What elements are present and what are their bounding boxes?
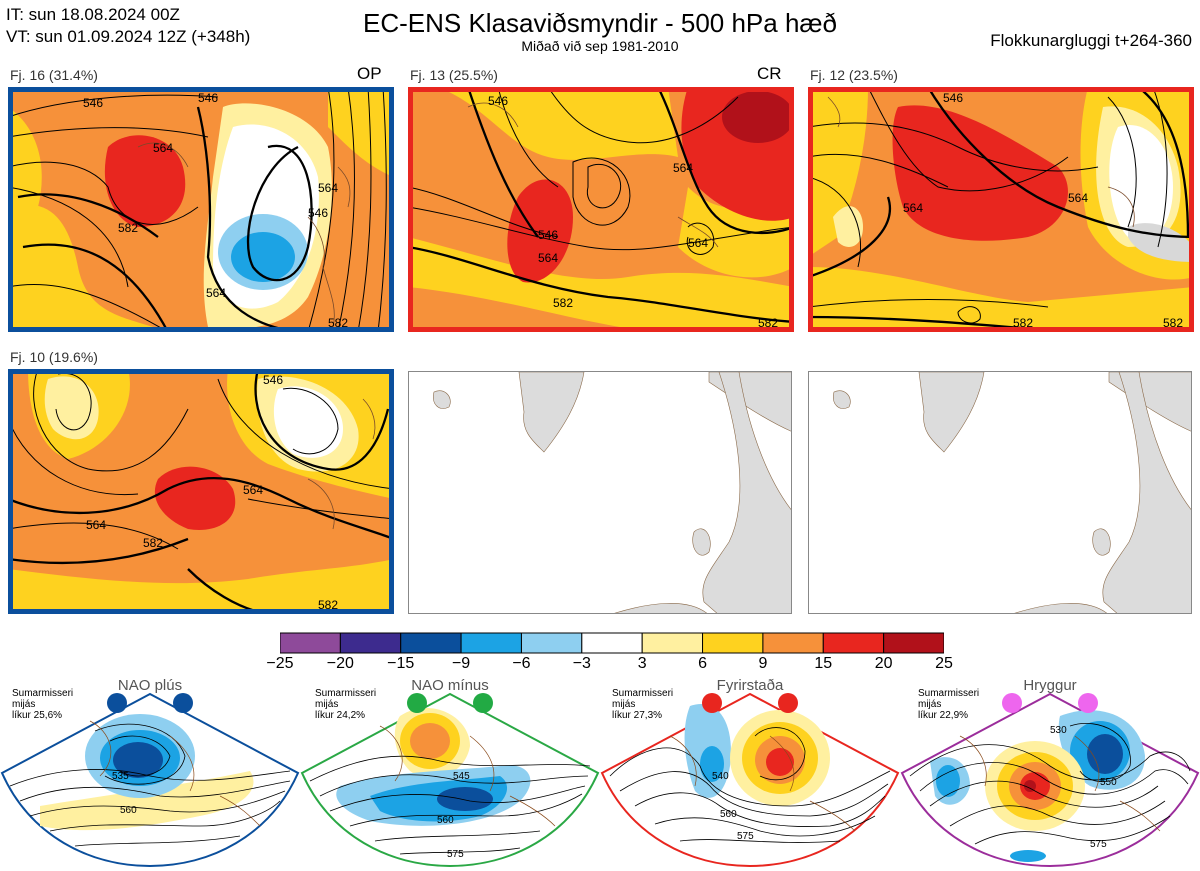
cluster-map-13: 546 564 546 564 564 582 582 [408, 87, 794, 332]
init-time: IT: sun 18.08.2024 00Z [6, 5, 180, 24]
regime-title: Fyrirstaða [716, 677, 784, 694]
contour-label: 575 [447, 849, 464, 860]
regime-ridge: 530 550 575 [900, 692, 1200, 868]
regime-title: NAO mínus [411, 677, 489, 694]
contour-label: 535 [112, 771, 129, 782]
colorbar-swatch [762, 632, 824, 654]
contour-label: 560 [720, 809, 737, 820]
colorbar-tick-label: 6 [698, 655, 707, 672]
colorbar-swatch [460, 632, 522, 654]
regime-note: Sumarmisseri mijás líkur 25,6% [12, 688, 74, 721]
contour-label: 582 [1013, 316, 1033, 330]
regime-dot [173, 693, 193, 713]
contour-label: 575 [1090, 839, 1107, 850]
colorbar-tick-label: 25 [935, 655, 953, 672]
panel-label: Fj. 13 (25.5%) [410, 67, 498, 83]
regime-dot [1078, 693, 1098, 713]
contour-label: 546 [198, 91, 218, 105]
contour-label: 546 [83, 96, 103, 110]
regime-note: Sumarmisseri mijás líkur 22,9% [918, 688, 980, 721]
colorbar-swatch [641, 632, 704, 654]
contour-label: 582 [328, 316, 348, 330]
contour-label: 545 [453, 771, 470, 782]
colorbar-tick-label: 9 [758, 655, 768, 672]
colorbar-swatch [339, 632, 402, 654]
regime-nao-minus: 545 560 575 [300, 692, 600, 868]
cluster-map-12: 546 564 564 582 582 [808, 87, 1194, 332]
contour-label: 546 [308, 206, 328, 220]
contour-label: 582 [758, 316, 778, 330]
contour-label: 564 [903, 201, 923, 215]
empty-map-panel [808, 371, 1192, 614]
regime-nao-plus: 535 560 [0, 692, 300, 868]
contour-label: 564 [206, 286, 226, 300]
contour-label: 564 [318, 181, 338, 195]
panel-label: Fj. 12 (23.5%) [810, 67, 898, 83]
contour-label: 582 [143, 536, 163, 550]
contour-label: 564 [538, 251, 558, 265]
contour-label: 582 [318, 598, 338, 612]
colorbar-swatch [822, 632, 885, 654]
contour-label: 582 [553, 296, 573, 310]
colorbar-tick-label: −20 [326, 655, 354, 672]
colorbar-tick-label: 15 [814, 655, 833, 672]
cluster-map-10: 546 564 564 582 582 [8, 369, 394, 614]
colorbar-swatch [883, 632, 944, 654]
colorbar [280, 632, 944, 654]
contour-label: 564 [243, 483, 263, 497]
panel-label: Fj. 10 (19.6%) [10, 349, 98, 365]
run-info: IT: sun 18.08.2024 00Z VT: sun 01.09.202… [6, 4, 250, 48]
regime-title: Hryggur [1023, 677, 1077, 694]
cluster-window: Flokkunargluggi t+264-360 [990, 31, 1192, 50]
contour-label: 546 [538, 228, 558, 242]
empty-map-panel [408, 371, 792, 614]
panel-tag: OP [357, 64, 382, 83]
cluster-map-16: 546 564 582 546 564 564 546 582 [8, 87, 394, 332]
regime-blocking: 540 560 575 [600, 692, 900, 868]
contour-label: 550 [1100, 777, 1117, 788]
colorbar-tick-label: −3 [572, 655, 591, 672]
contour-label: 560 [120, 805, 137, 816]
colorbar-swatch [520, 632, 583, 654]
regime-note: Sumarmisseri mijás líkur 24,2% [315, 688, 377, 721]
contour-label: 582 [118, 221, 138, 235]
regime-title: NAO plús [117, 677, 183, 694]
regime-note: Sumarmisseri mijás líkur 27,3% [612, 688, 674, 721]
contour-label: 530 [1050, 725, 1067, 736]
colorbar-tick-label: −25 [266, 655, 294, 672]
colorbar-swatch [400, 632, 462, 654]
contour-label: 575 [737, 831, 754, 842]
colorbar-tick-label: 20 [874, 655, 893, 672]
colorbar-tick-label: −9 [451, 655, 471, 672]
regime-dot [407, 693, 427, 713]
valid-time: VT: sun 01.09.2024 12Z (+348h) [6, 27, 251, 46]
colorbar-tick-label: 3 [637, 655, 647, 672]
contour-label: 582 [1163, 316, 1183, 330]
contour-label: 546 [943, 91, 963, 105]
contour-label: 564 [1068, 191, 1088, 205]
regime-dot [778, 693, 798, 713]
contour-label: 564 [688, 236, 708, 250]
colorbar-swatch [581, 632, 643, 654]
page-subtitle: Miðað við sep 1981-2010 [521, 38, 679, 54]
contour-label: 564 [86, 518, 106, 532]
page-title: EC-ENS Klasaviðsmyndir - 500 hPa hæð [363, 8, 837, 38]
regime-dot [107, 693, 127, 713]
regime-dot [473, 693, 493, 713]
contour-label: 564 [673, 161, 693, 175]
panel-tag: CR [757, 64, 782, 83]
contour-label: 564 [153, 141, 173, 155]
contour-label: 546 [488, 94, 508, 108]
colorbar-tick-label: −15 [387, 655, 415, 672]
colorbar-swatch [702, 632, 764, 654]
panel-label: Fj. 16 (31.4%) [10, 67, 98, 83]
contour-label: 560 [437, 815, 454, 826]
contour-label: 546 [263, 373, 283, 387]
colorbar-swatch [280, 632, 341, 654]
colorbar-tick-label: −6 [512, 655, 531, 672]
regime-dot [1002, 693, 1022, 713]
regime-dot [702, 693, 722, 713]
contour-label: 540 [712, 771, 729, 782]
